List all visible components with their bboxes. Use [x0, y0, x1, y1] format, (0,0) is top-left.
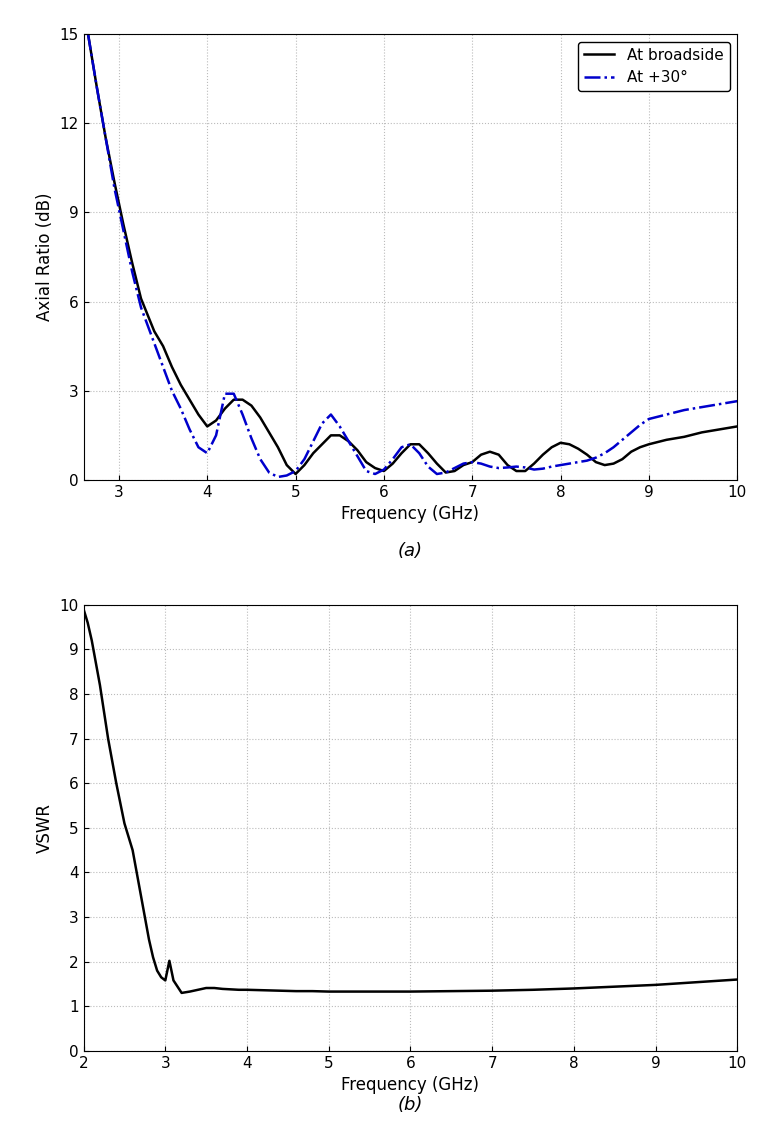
- At +30°: [423, 460, 432, 473]
- Y-axis label: VSWR: VSWR: [36, 803, 54, 853]
- At broadside: [282, 459, 291, 472]
- At +30°: [609, 441, 618, 454]
- Legend: At broadside, At +30°: At broadside, At +30°: [578, 42, 730, 92]
- Text: (b): (b): [397, 1095, 423, 1113]
- At broadside: [84, 27, 93, 41]
- At broadside: [291, 467, 300, 480]
- Text: (a): (a): [398, 542, 423, 560]
- Line: At broadside: At broadside: [88, 34, 737, 473]
- At broadside: [733, 419, 742, 433]
- Line: At +30°: At +30°: [88, 34, 737, 477]
- At broadside: [441, 466, 450, 479]
- X-axis label: Frequency (GHz): Frequency (GHz): [341, 505, 480, 523]
- At +30°: [600, 446, 610, 460]
- At broadside: [715, 423, 724, 436]
- At broadside: [300, 459, 309, 472]
- At +30°: [733, 394, 742, 408]
- Y-axis label: Axial Ratio (dB): Axial Ratio (dB): [36, 193, 54, 321]
- At broadside: [203, 419, 212, 433]
- At +30°: [167, 384, 176, 398]
- At +30°: [84, 27, 93, 41]
- At +30°: [274, 470, 283, 484]
- At +30°: [264, 466, 274, 479]
- X-axis label: Frequency (GHz): Frequency (GHz): [341, 1076, 480, 1094]
- At broadside: [128, 257, 137, 270]
- At +30°: [220, 386, 230, 400]
